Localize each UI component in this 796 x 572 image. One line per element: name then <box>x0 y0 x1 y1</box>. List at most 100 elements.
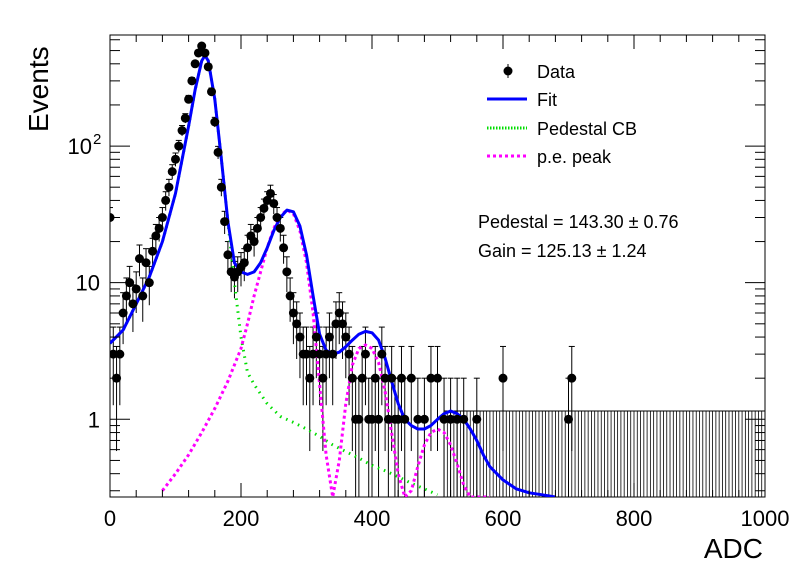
data-point <box>134 254 144 264</box>
data-point <box>374 414 384 424</box>
data-point <box>252 223 262 233</box>
data-point <box>249 237 259 247</box>
data-point <box>446 414 456 424</box>
annotation-pedestal: Pedestal = 143.30 ± 0.76 <box>478 212 679 232</box>
data-point <box>347 373 357 383</box>
y-tick-label: 1 <box>88 407 100 432</box>
data-point <box>223 250 233 260</box>
data-point <box>220 217 230 227</box>
data-point <box>433 373 442 383</box>
data-point <box>161 195 171 205</box>
data-point <box>341 332 351 342</box>
data-point <box>141 258 151 268</box>
data-point <box>180 113 190 123</box>
data-point <box>302 349 311 359</box>
fit-curves <box>110 54 556 497</box>
data-point <box>354 414 364 424</box>
data-point <box>207 87 217 97</box>
data-point <box>383 414 393 424</box>
legend-label-data: Data <box>537 62 576 82</box>
data-point <box>380 373 390 383</box>
data-point <box>193 48 203 58</box>
data-point <box>203 62 213 72</box>
data-point <box>187 76 197 86</box>
data-point <box>292 319 302 329</box>
data-point <box>213 147 223 157</box>
data-point <box>305 373 315 383</box>
x-tick-label: 200 <box>223 506 260 531</box>
data-point <box>148 246 158 256</box>
data-point <box>282 267 292 277</box>
data-point <box>210 117 220 127</box>
data-point <box>285 291 295 301</box>
y-tick-label: 10 <box>68 134 92 159</box>
data-point <box>184 94 194 104</box>
data-point <box>564 414 573 424</box>
data-point <box>151 231 161 241</box>
plot-frame <box>109 34 766 498</box>
data-point <box>419 414 429 424</box>
data-point <box>167 167 177 177</box>
data-point <box>308 349 318 359</box>
data-point <box>171 154 180 164</box>
data-point <box>452 414 462 424</box>
data-point <box>190 59 200 69</box>
data-point <box>459 414 469 424</box>
data-point <box>118 308 128 318</box>
data-point <box>321 349 331 359</box>
data-point <box>426 373 436 383</box>
data-point <box>197 41 207 51</box>
data-point <box>174 141 184 151</box>
y-tick-exponent: 2 <box>93 131 101 148</box>
legend-label-pedestal: Pedestal CB <box>537 119 637 139</box>
data-point <box>315 349 325 359</box>
data-point <box>256 213 266 223</box>
data-point <box>328 349 338 359</box>
x-tick-label: 0 <box>104 506 116 531</box>
data-point <box>413 414 423 424</box>
data-point <box>239 258 249 268</box>
x-tick-label: 600 <box>485 506 522 531</box>
legend-marker-data <box>503 64 513 78</box>
x-tick-label: 400 <box>354 506 391 531</box>
data-point <box>157 213 167 223</box>
data-point <box>406 373 416 383</box>
data-point <box>387 373 397 383</box>
data-point <box>439 414 449 424</box>
legend: Data Fit Pedestal CB p.e. peak <box>487 62 637 167</box>
data-point <box>367 414 377 424</box>
data-point <box>338 319 348 329</box>
data-point <box>279 243 289 253</box>
data-point <box>334 308 344 318</box>
curve-p-e-peak <box>161 208 490 497</box>
data-point <box>269 198 279 208</box>
legend-label-fit: Fit <box>537 90 557 110</box>
data-point <box>324 332 334 342</box>
data-point <box>377 349 387 359</box>
data-point <box>138 291 148 301</box>
data-points <box>110 41 577 424</box>
data-point <box>243 243 253 253</box>
data-point <box>360 349 370 359</box>
data-point <box>154 223 164 233</box>
data-point <box>177 125 187 135</box>
data-point <box>318 373 328 383</box>
data-point <box>275 223 285 233</box>
x-axis-label: ADC <box>704 533 763 564</box>
data-point <box>472 414 482 424</box>
data-point <box>331 319 341 329</box>
data-point <box>567 373 577 383</box>
data-point <box>400 414 410 424</box>
data-point <box>344 349 354 359</box>
data-point <box>272 213 282 223</box>
data-point <box>144 278 154 288</box>
data-point <box>498 373 508 383</box>
data-point <box>393 414 403 424</box>
data-point <box>200 48 210 58</box>
y-tick-label: 10 <box>76 271 100 296</box>
data-point <box>131 284 141 294</box>
data-point <box>396 373 406 383</box>
y-axis-label: Events <box>23 46 54 132</box>
data-point <box>370 373 380 383</box>
